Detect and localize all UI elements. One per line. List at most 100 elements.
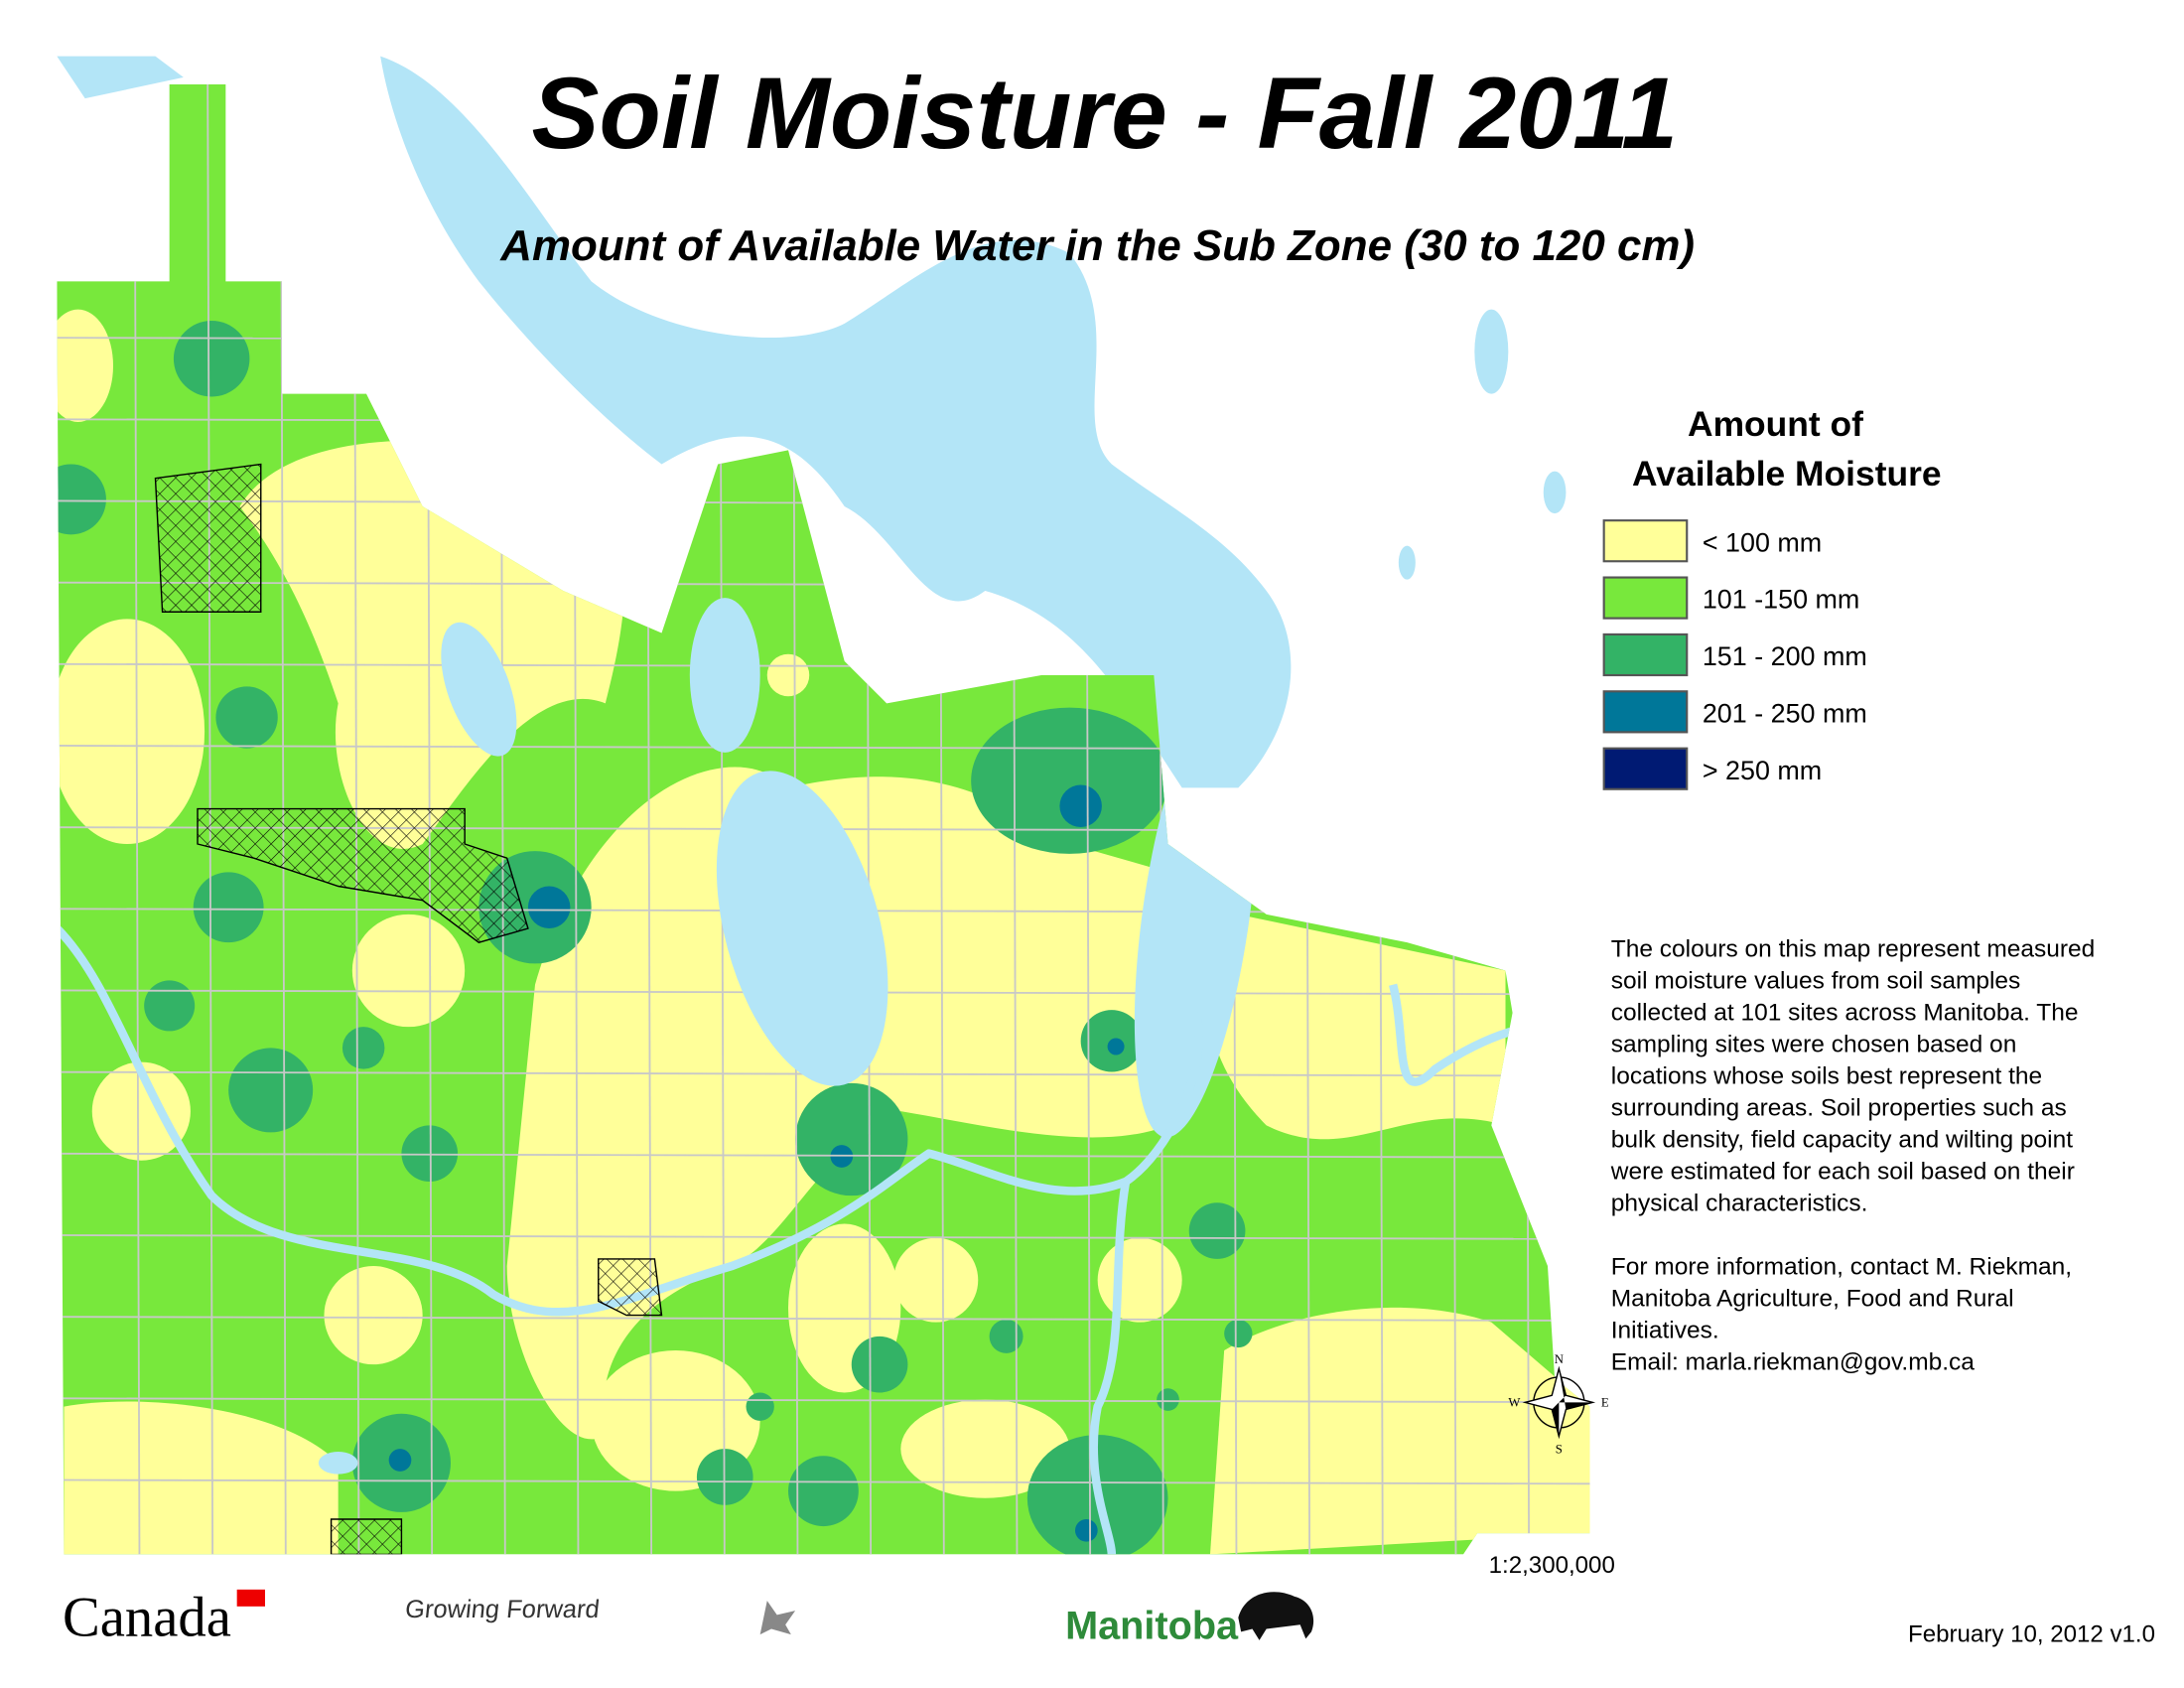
water [380,56,1292,788]
water [1089,1181,1131,1555]
water [716,771,888,1086]
moisture-zones [971,707,1168,854]
description-line: surrounding areas. Soil properties such … [1611,1094,2067,1121]
title: Soil Moisture - Fall 2011 [532,57,1678,170]
moisture-zones [1097,1237,1182,1323]
manitoba-logo: Manitoba [1065,1604,1239,1647]
compass-n: N [1555,1352,1564,1366]
moisture-zones [154,463,663,1555]
moisture-zones [91,1061,191,1161]
moisture-zones [193,872,264,943]
moisture-zones [215,686,278,749]
legend-title: Available Moisture [1632,454,1942,493]
moisture-zones [324,1266,423,1365]
moisture-zones [228,1048,314,1133]
contact-line: Email: marla.riekman@gov.mb.ca [1611,1349,1976,1376]
moisture-zones [1157,1388,1179,1411]
legend-label: 201 - 250 mm [1703,698,1867,728]
water [318,1452,358,1475]
logos: Canada Growing Forward Manitoba [63,1588,1314,1649]
contact-line: Manitoba Agriculture, Food and Rural [1611,1286,2014,1313]
description-line: collected at 101 sites across Manitoba. … [1611,999,2079,1026]
moisture-zones [1059,784,1102,827]
moisture-zones [1188,1202,1246,1259]
description-line: sampling sites were chosen based on [1611,1031,2017,1057]
compass-e: E [1601,1396,1609,1410]
boundary [133,84,141,1555]
canada-logo: Canada [63,1588,231,1649]
water [1543,471,1567,514]
moisture-zones [746,1392,774,1421]
moisture-zones [388,1449,412,1472]
water [441,622,517,757]
legend-swatch [1602,690,1689,734]
boundary [57,1316,1590,1323]
scale: 1:2,300,000 [1489,1552,1615,1579]
moisture-zones [598,1258,663,1317]
date: February 10, 2012 v1.0 [1908,1620,2155,1647]
boundary [57,1152,1590,1159]
water [1398,545,1416,580]
moisture-zones [57,464,106,535]
leaf [759,1601,796,1635]
moisture-zones [788,1456,859,1527]
legend-swatch [1602,747,1689,790]
moisture-zones [197,807,529,943]
moisture-zones [144,980,196,1032]
moisture-zones [57,84,1590,1555]
moisture-zones [527,886,571,928]
legend-label: 151 - 200 mm [1703,641,1867,671]
moisture-zones [64,1401,339,1555]
description-line: were estimated for each soil based on th… [1610,1158,2075,1185]
legend-swatch [1602,633,1689,677]
compass-s: S [1556,1442,1563,1456]
boundary [57,1478,1590,1485]
compass-w: W [1508,1396,1521,1410]
legend-label: < 100 mm [1703,527,1822,557]
description-line: bulk density, field capacity and wilting… [1611,1126,2074,1153]
bison [1238,1592,1314,1640]
moisture-zones [351,914,466,1028]
moisture-zones [1210,1307,1590,1555]
moisture-zones [893,1237,979,1323]
legend-swatch [1602,519,1689,563]
moisture-zones [1224,1319,1253,1348]
legend-label: 101 -150 mm [1703,585,1860,615]
moisture-zones [330,1518,403,1555]
moisture-zones [57,309,114,423]
description: The colours on this map represent measur… [1610,935,2096,1375]
description-line: physical characteristics. [1611,1190,1868,1216]
water [57,56,184,99]
moisture-zones [1075,1519,1098,1542]
moisture-zones [1207,914,1506,1140]
water [57,924,1203,1317]
moisture-zones [341,1027,385,1069]
moisture-zones [1107,1038,1125,1055]
legend: Amount of Available Moisture < 100 mm 101… [1602,404,1942,790]
boundary [57,1397,1590,1404]
description-line: locations whose soils best represent the [1611,1062,2042,1089]
growing-forward-logo: Growing Forward [404,1596,601,1623]
northern-water [57,56,1567,788]
description-line: The colours on this map represent measur… [1611,935,2096,962]
water [689,598,760,753]
flag [236,1589,265,1607]
contact-line: Initiatives. [1611,1318,1719,1344]
contact-line: For more information, contact M. Riekman… [1611,1254,2072,1281]
legend-title: Amount of [1688,404,1863,444]
moisture-zones [851,1336,908,1393]
moisture-zones [401,1125,459,1182]
moisture-zones [154,463,262,613]
legend-label: > 250 mm [1703,756,1822,785]
moisture-zones [795,1082,908,1196]
compass [1552,1368,1593,1437]
moisture-zones [766,653,810,697]
description-line: soil moisture values from soil samples [1611,967,2021,994]
subtitle: Amount of Available Water in the Sub Zon… [499,221,1695,270]
moisture-zones [989,1319,1024,1353]
compass: N S E W [1508,1352,1609,1457]
water [1474,309,1509,394]
moisture-zones [57,619,205,845]
moisture-zones [173,321,250,397]
